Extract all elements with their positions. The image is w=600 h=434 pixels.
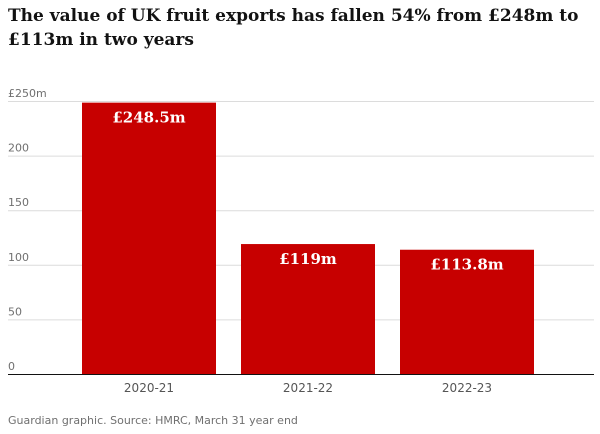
data-label: £119m xyxy=(279,250,337,268)
bars: £248.5m £119m £113.8m xyxy=(82,102,534,374)
data-label: £248.5m xyxy=(112,109,185,127)
chart-title: The value of UK fruit exports has fallen… xyxy=(8,6,579,50)
x-tick-label: 2021-22 xyxy=(283,381,333,395)
y-tick-label: 150 xyxy=(8,196,29,209)
data-label: £113.8m xyxy=(430,256,503,274)
y-tick-label: 50 xyxy=(8,305,22,318)
bar-2022-23 xyxy=(400,249,534,374)
source-note: Guardian graphic. Source: HMRC, March 31… xyxy=(8,414,298,427)
x-tick-label: 2022-23 xyxy=(442,381,492,395)
bar-2020-21 xyxy=(82,102,216,374)
x-axis: 2020-21 2021-22 2022-23 xyxy=(8,374,594,395)
y-tick-label: £250m xyxy=(8,87,47,100)
y-tick-label: 0 xyxy=(8,360,15,373)
x-tick-label: 2020-21 xyxy=(124,381,174,395)
y-tick-label: 100 xyxy=(8,251,29,264)
bar-2021-22 xyxy=(241,244,375,374)
y-tick-label: 200 xyxy=(8,142,29,155)
